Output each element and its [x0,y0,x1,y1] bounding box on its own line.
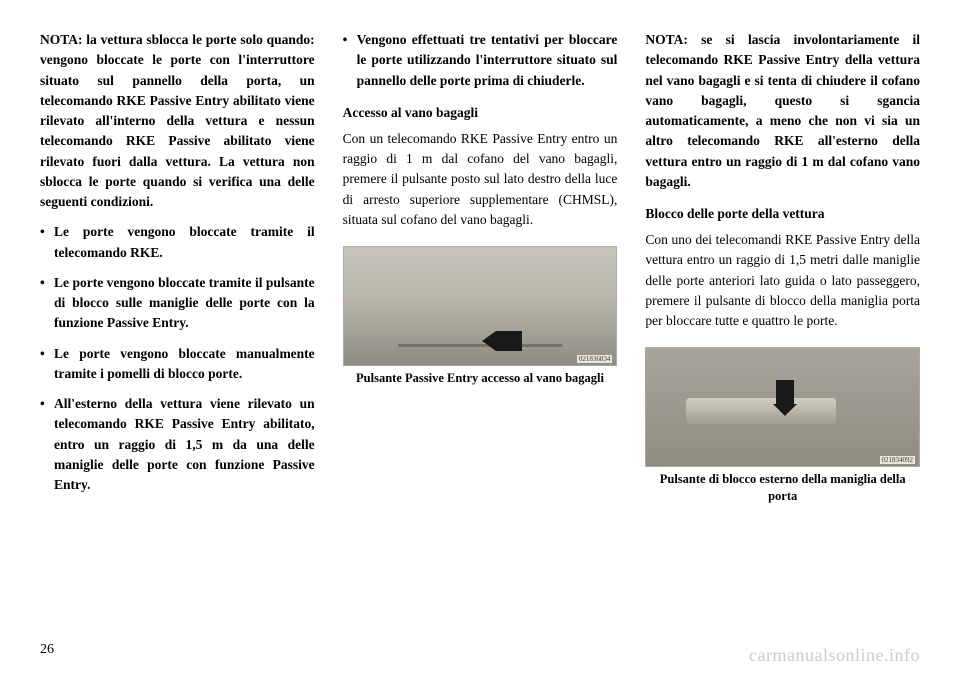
page-number: 26 [40,642,54,658]
col3-caption: Pulsante di blocco esterno della manigli… [645,471,920,504]
col2-bullets: Vengono effettuati tre tentativi per blo… [343,30,618,101]
col2-caption: Pulsante Passive Entry accesso al vano b… [343,370,618,386]
col1-bullet-1: Le porte vengono bloccate tramite il tel… [40,222,315,263]
col1-intro: NOTA: la vettura sblocca le porte solo q… [40,30,315,212]
col2-body: Con un telecomando RKE Passive Entry ent… [343,129,618,230]
column-3: NOTA: se si lascia involontariamente il … [645,30,920,620]
arrow-icon [496,331,522,351]
col3-body: Con uno dei telecomandi RKE Passive Entr… [645,230,920,331]
col3-figure: 021834092 Pulsante di blocco esterno del… [645,347,920,504]
col1-bullets: Le porte vengono bloccate tramite il tel… [40,222,315,505]
col2-bullet-1: Vengono effettuati tre tentativi per blo… [343,30,618,91]
col2-figure: 021836834 Pulsante Passive Entry accesso… [343,246,618,386]
watermark-text: carmanualsonline.info [749,645,920,666]
col3-heading: Blocco delle porte della vettura [645,206,920,222]
door-handle-shape [686,398,836,424]
col3-note: NOTA: se si lascia involontariamente il … [645,30,920,192]
col1-bullet-3: Le porte vengono bloccate manualmente tr… [40,344,315,385]
handle-arrow-icon [776,380,794,404]
image-id-label-2: 021834092 [880,456,916,464]
col2-heading: Accesso al vano bagagli [343,105,618,121]
trunk-image: 021836834 [343,246,618,366]
trunk-line [398,344,562,347]
column-2: Vengono effettuati tre tentativi per blo… [343,30,618,620]
image-id-label: 021836834 [577,355,613,363]
col1-bullet-4: All'esterno della vettura viene rilevato… [40,394,315,495]
handle-image: 021834092 [645,347,920,467]
col1-bullet-2: Le porte vengono bloccate tramite il pul… [40,273,315,334]
page-columns: NOTA: la vettura sblocca le porte solo q… [40,30,920,620]
column-1: NOTA: la vettura sblocca le porte solo q… [40,30,315,620]
